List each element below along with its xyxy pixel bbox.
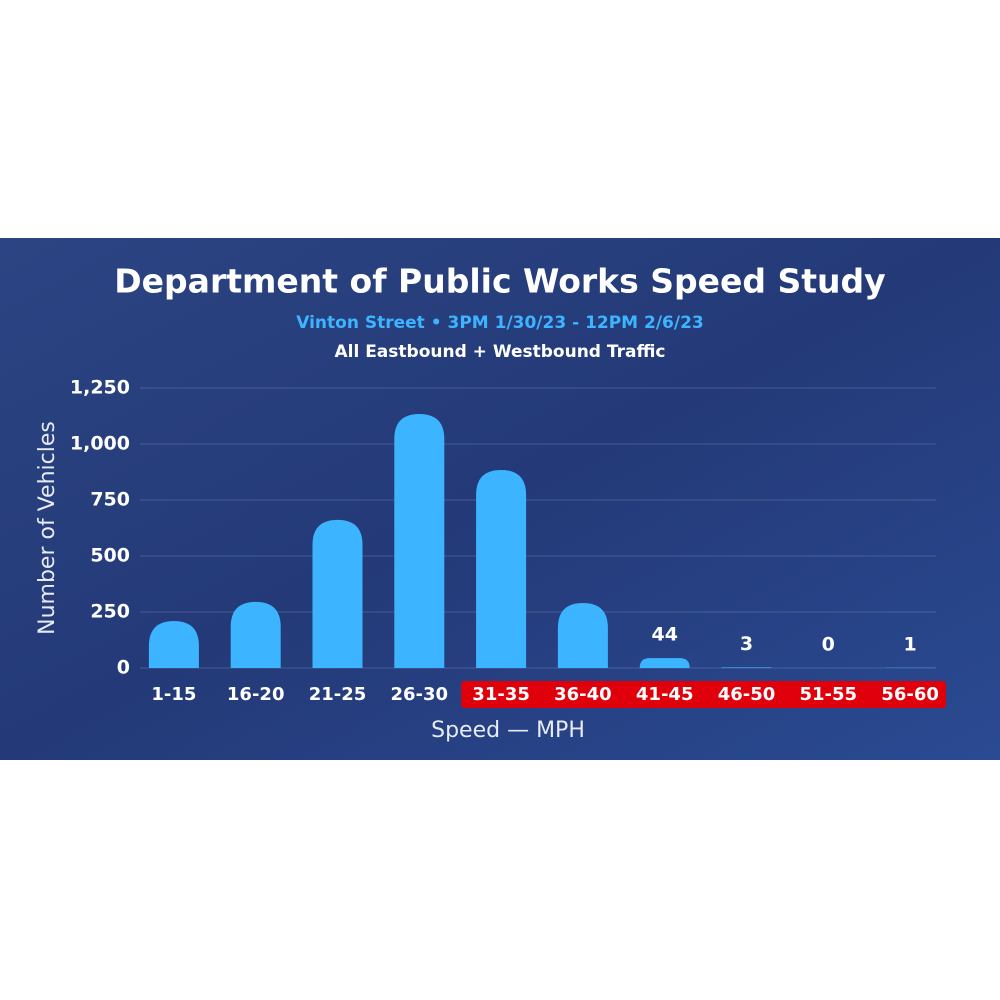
x-tick-label: 46-50 [718,684,776,705]
chart-subtitle: All Eastbound + Westbound Traffic [334,342,665,362]
value-label: 44 [651,624,677,646]
x-tick-label: 36-40 [554,684,612,705]
x-tick-label: 31-35 [472,684,530,705]
bar [230,601,281,668]
x-tick-label: 41-45 [636,684,694,705]
category-highlight [461,681,946,708]
bar [394,413,445,668]
x-tick-label: 56-60 [881,684,939,705]
x-tick-label: 51-55 [800,684,858,705]
y-tick-label: 1,000 [70,433,130,455]
x-tick-label: 21-25 [309,684,367,705]
bar [557,603,608,668]
x-tick-label: 16-20 [227,684,285,705]
grid: 0 250 500 750 1,000 1,250 [70,377,936,679]
chart-subtitle: Vinton Street • 3PM 1/30/23 - 12PM 2/6/2… [296,313,704,333]
x-tick-label: 1-15 [151,684,196,705]
y-tick-label: 0 [117,657,130,679]
bar [476,469,527,668]
y-tick-label: 250 [90,601,130,623]
value-label: 1 [903,633,916,655]
chart-title: Department of Public Works Speed Study [114,262,885,301]
value-label: 3 [740,633,753,655]
y-tick-label: 750 [90,489,130,511]
bar [148,620,199,668]
value-label: 0 [822,634,835,656]
bar [639,658,690,668]
bar [721,667,772,668]
y-tick-label: 1,250 [70,377,130,399]
bar [312,519,363,668]
x-tick-label: 26-30 [391,684,449,705]
bars: 1-15 16-20 21-25 26-30 31-35 36-40 41-45 44 46-5… [148,413,939,705]
y-axis-title: Number of Vehicles [35,421,60,635]
x-axis-title: Speed — MPH [431,718,585,743]
y-tick-label: 500 [90,545,130,567]
highlights [461,681,946,708]
